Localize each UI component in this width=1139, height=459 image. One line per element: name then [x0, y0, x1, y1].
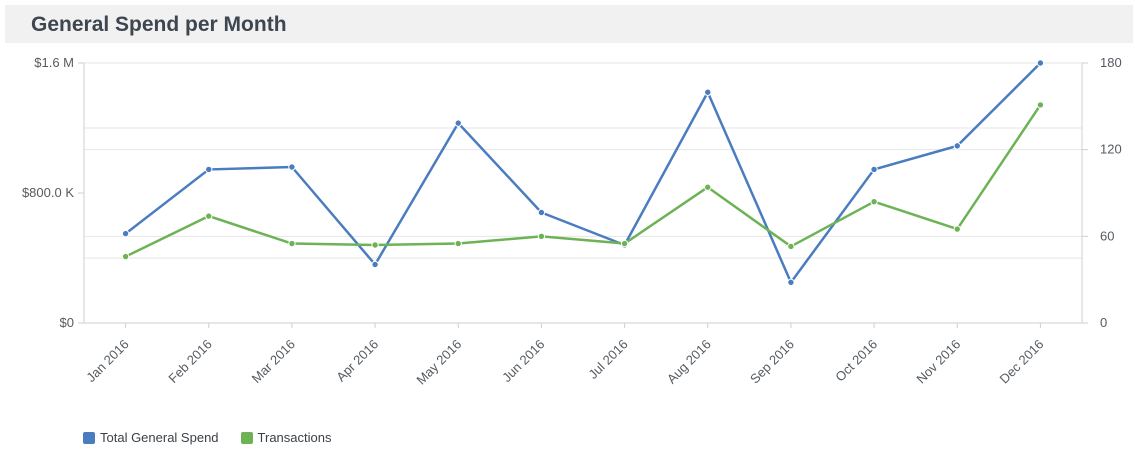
data-point-total-general-spend — [787, 278, 795, 287]
legend-item-total-general-spend[interactable]: Total General Spend — [83, 430, 219, 445]
chart-legend: Total General Spend Transactions — [83, 430, 331, 445]
data-point-transactions — [371, 241, 379, 249]
chart-title: General Spend per Month — [31, 13, 287, 36]
data-point-transactions — [620, 239, 629, 248]
data-point-total-general-spend — [1036, 59, 1045, 67]
data-point-transactions — [870, 197, 878, 206]
legend-swatch — [240, 431, 253, 444]
data-point-total-general-spend — [704, 88, 712, 96]
x-tick-label: Sep 2016 — [747, 337, 797, 387]
y-right-tick-label: 60 — [1100, 228, 1114, 243]
y-right-tick-label: 0 — [1100, 315, 1107, 330]
data-point-total-general-spend — [953, 142, 961, 150]
data-point-total-general-spend — [205, 165, 213, 174]
data-point-total-general-spend — [454, 119, 462, 127]
legend-swatch — [83, 431, 95, 444]
data-point-transactions — [787, 242, 795, 251]
x-tick-label: Nov 2016 — [913, 337, 963, 387]
x-tick-label: Dec 2016 — [997, 337, 1047, 387]
x-tick-label: May 2016 — [413, 337, 464, 388]
x-tick-label: Mar 2016 — [249, 337, 298, 386]
y-right-tick-label: 180 — [1100, 55, 1122, 70]
x-tick-label: Jun 2016 — [499, 337, 547, 385]
data-point-transactions — [1036, 101, 1045, 109]
x-tick-label: Aug 2016 — [664, 337, 714, 387]
series-line-transactions — [125, 104, 1042, 258]
x-tick-label: Feb 2016 — [165, 337, 214, 386]
y-left-tick-label: $800.0 K — [22, 185, 74, 200]
chart-header: General Spend per Month — [5, 5, 1133, 43]
legend-label: Total General Spend — [100, 430, 219, 445]
data-point-transactions — [121, 252, 130, 261]
x-tick-label: Apr 2016 — [333, 337, 381, 385]
data-point-transactions — [205, 212, 213, 220]
x-tick-label: Jan 2016 — [83, 337, 131, 385]
data-point-total-general-spend — [537, 208, 546, 217]
data-point-transactions — [537, 232, 546, 241]
x-tick-label: Jul 2016 — [585, 337, 630, 382]
legend-label: Transactions — [257, 430, 332, 445]
data-point-transactions — [288, 239, 296, 248]
data-point-total-general-spend — [870, 165, 878, 174]
y-left-tick-label: $0 — [60, 315, 74, 330]
data-point-transactions — [953, 225, 961, 233]
data-point-transactions — [704, 183, 712, 191]
data-point-total-general-spend — [121, 229, 130, 238]
y-left-tick-label: $1.6 M — [34, 55, 74, 70]
y-right-tick-label: 120 — [1100, 142, 1122, 157]
data-point-total-general-spend — [371, 260, 379, 269]
legend-item-transactions[interactable]: Transactions — [240, 430, 332, 445]
data-point-transactions — [454, 239, 462, 248]
series-line-total-general-spend — [124, 62, 1042, 284]
x-tick-label: Oct 2016 — [832, 337, 880, 385]
data-point-total-general-spend — [288, 163, 296, 171]
